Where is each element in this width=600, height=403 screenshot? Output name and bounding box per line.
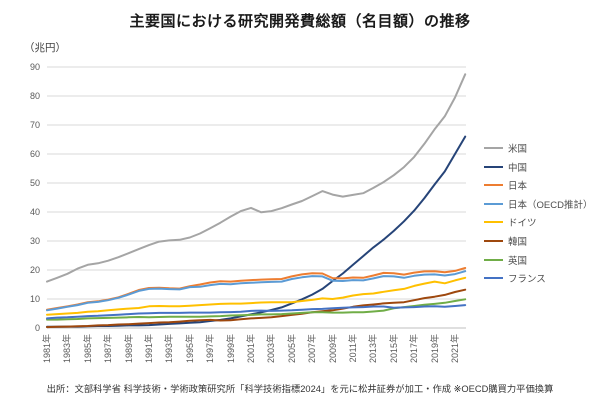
x-tick-label: 2001年 bbox=[246, 334, 256, 364]
series-line-germany bbox=[46, 276, 467, 316]
legend-item-japan-oecd: 日本（OECD推計） bbox=[484, 198, 593, 211]
legend-line-icon bbox=[484, 202, 503, 205]
legend-label: 日本 bbox=[508, 181, 528, 193]
x-tick-label: 1999年 bbox=[225, 334, 236, 364]
legend-line-icon bbox=[484, 277, 503, 280]
x-tick-label: 2003年 bbox=[266, 334, 277, 364]
y-axis-unit-label: （兆円） bbox=[24, 42, 66, 54]
legend-item-france: フランス bbox=[484, 272, 546, 286]
x-tick-label: 1983年 bbox=[62, 334, 73, 364]
x-tick-label: 1997年 bbox=[205, 334, 216, 364]
legend-label: 日本（OECD推計） bbox=[508, 199, 593, 211]
x-tick-label: 1985年 bbox=[82, 334, 93, 364]
legend-item-korea: 韓国 bbox=[484, 235, 528, 248]
x-tick-label: 1987年 bbox=[103, 334, 114, 364]
x-tick-label: 2005年 bbox=[286, 334, 297, 364]
legend-item-germany: ドイツ bbox=[484, 216, 537, 230]
legend-label: 韓国 bbox=[508, 237, 528, 248]
legend-label: 米国 bbox=[508, 144, 528, 155]
x-tick-label: 2021年 bbox=[450, 334, 460, 364]
legend-label: 英国 bbox=[508, 255, 528, 267]
x-tick-label: 2011年 bbox=[348, 334, 358, 363]
series-line-us bbox=[46, 73, 467, 283]
legend-label: 中国 bbox=[508, 162, 528, 174]
legend-label: フランス bbox=[508, 274, 546, 286]
legend-line-icon bbox=[484, 147, 503, 149]
legend-label: ドイツ bbox=[508, 218, 537, 230]
y-tick-label: 70 bbox=[29, 120, 40, 130]
chart-title: 主要国における研究開発費総額（名目額）の推移 bbox=[129, 13, 471, 30]
x-tick-label: 1989年 bbox=[123, 334, 134, 364]
y-tick-label: 50 bbox=[29, 178, 40, 188]
legend-item-uk: 英国 bbox=[484, 254, 528, 267]
series-line-japan bbox=[46, 267, 467, 311]
x-tick-label: 1995年 bbox=[184, 334, 195, 364]
x-tick-label: 2007年 bbox=[307, 334, 318, 364]
legend-line-icon bbox=[484, 184, 503, 187]
legend-line-icon bbox=[484, 258, 503, 261]
y-tick-label: 30 bbox=[29, 236, 40, 246]
series-line-france bbox=[46, 304, 467, 320]
y-tick-label: 90 bbox=[29, 62, 40, 72]
series-line-japan-oecd bbox=[46, 270, 467, 312]
x-tick-label: 1981年 bbox=[42, 334, 52, 364]
x-tick-label: 2013年 bbox=[368, 334, 379, 364]
y-tick-label: 60 bbox=[29, 149, 40, 159]
y-tick-label: 20 bbox=[29, 265, 40, 275]
x-tick-label: 2019年 bbox=[429, 334, 440, 364]
series-line-uk bbox=[46, 298, 467, 321]
legend-item-china: 中国 bbox=[484, 161, 528, 174]
legend-line-icon bbox=[484, 221, 503, 224]
y-tick-label: 10 bbox=[29, 294, 40, 304]
x-tick-label: 2015年 bbox=[388, 334, 399, 364]
legend-item-japan: 日本 bbox=[484, 179, 528, 193]
legend-item-us: 米国 bbox=[484, 142, 528, 155]
y-tick-label: 40 bbox=[29, 207, 40, 217]
x-tick-label: 2017年 bbox=[409, 334, 420, 364]
x-tick-label: 1991年 bbox=[144, 334, 154, 364]
x-tick-label: 1993年 bbox=[164, 334, 175, 364]
series-line-china bbox=[46, 135, 467, 328]
legend-line-icon bbox=[484, 240, 503, 242]
y-tick-label: 80 bbox=[29, 91, 40, 101]
legend-line-icon bbox=[484, 165, 503, 168]
y-tick-label: 0 bbox=[34, 323, 40, 333]
series-line-korea bbox=[46, 288, 467, 329]
x-tick-label: 2009年 bbox=[327, 334, 338, 364]
source-note: 出所：文部科学省 科学技術・学術政策研究所「科学技術指標2024」を元に松井証券… bbox=[46, 384, 554, 394]
